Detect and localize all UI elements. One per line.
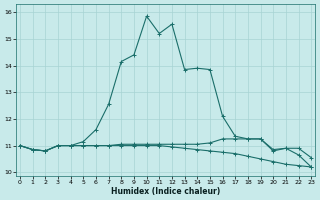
X-axis label: Humidex (Indice chaleur): Humidex (Indice chaleur) — [111, 187, 220, 196]
